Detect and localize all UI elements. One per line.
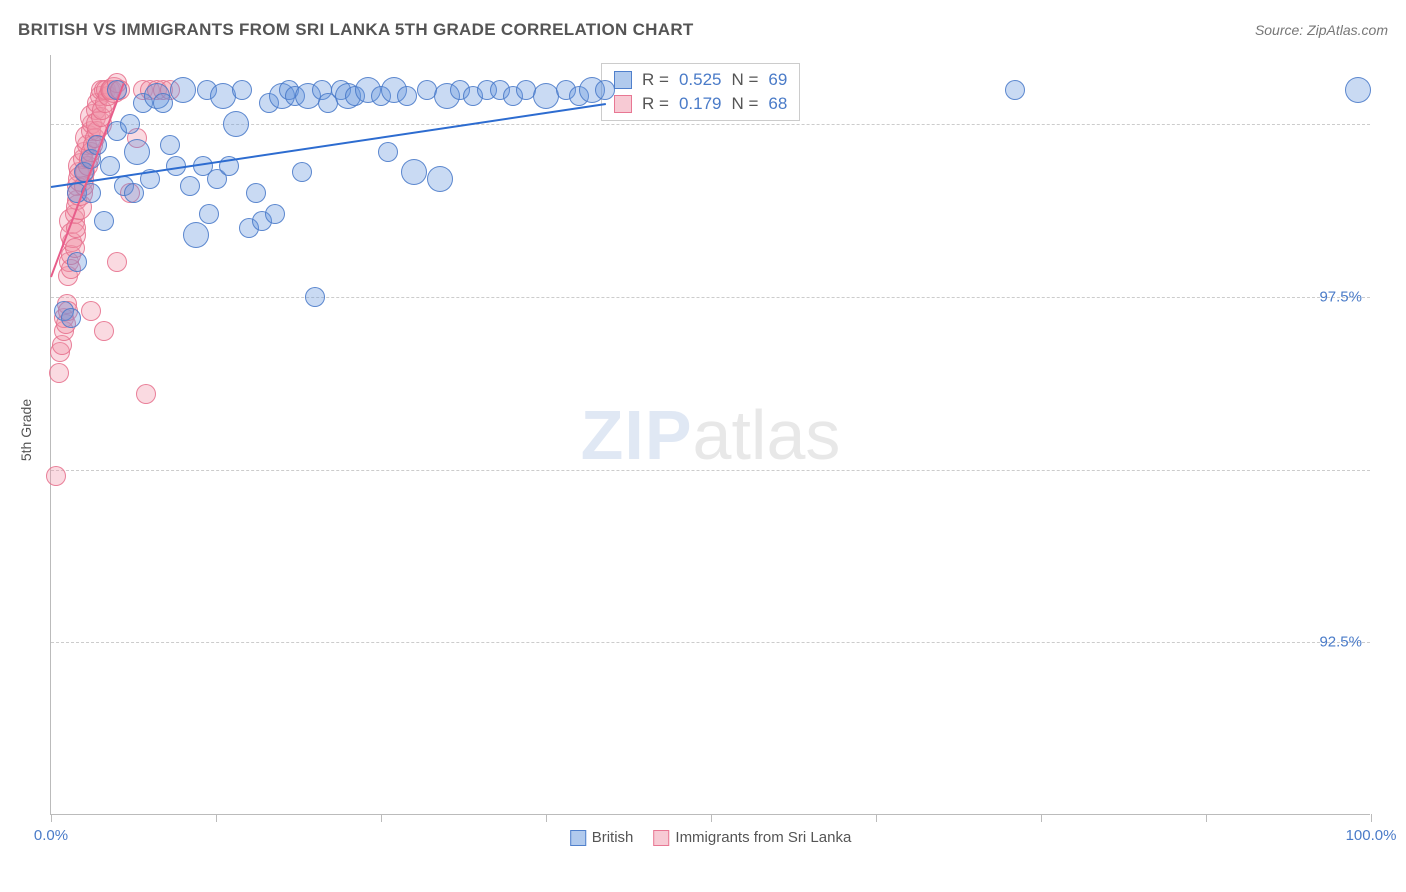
x-tick	[51, 814, 52, 822]
bottom-legend: British Immigrants from Sri Lanka	[570, 829, 852, 846]
marker-pink	[94, 321, 114, 341]
marker-blue	[397, 86, 417, 106]
marker-blue	[160, 135, 180, 155]
title-bar: BRITISH VS IMMIGRANTS FROM SRI LANKA 5TH…	[18, 20, 1388, 40]
marker-pink	[136, 384, 156, 404]
marker-blue	[183, 222, 209, 248]
stats-n-label: N =	[731, 70, 758, 90]
marker-pink	[49, 363, 69, 383]
marker-blue	[401, 159, 427, 185]
marker-pink	[107, 252, 127, 272]
marker-blue	[61, 308, 81, 328]
marker-blue	[1345, 77, 1371, 103]
gridline-h	[51, 124, 1370, 125]
stats-n-pink: 68	[768, 94, 787, 114]
marker-blue	[100, 156, 120, 176]
legend-swatch-pink	[614, 95, 632, 113]
legend-swatch-blue	[570, 830, 586, 846]
gridline-h	[51, 297, 1370, 298]
marker-blue	[120, 114, 140, 134]
stats-r-label: R =	[642, 94, 669, 114]
marker-blue	[265, 204, 285, 224]
marker-blue	[427, 166, 453, 192]
legend-swatch-blue	[614, 71, 632, 89]
legend-swatch-pink	[653, 830, 669, 846]
y-tick-label: 97.5%	[1319, 288, 1362, 305]
marker-blue	[378, 142, 398, 162]
legend-label-british: British	[592, 829, 634, 846]
x-tick	[216, 814, 217, 822]
marker-blue	[124, 183, 144, 203]
marker-blue	[67, 252, 87, 272]
x-tick	[546, 814, 547, 822]
marker-pink	[46, 466, 66, 486]
x-tick	[876, 814, 877, 822]
watermark-atlas: atlas	[693, 396, 841, 474]
marker-blue	[94, 211, 114, 231]
source-label: Source: ZipAtlas.com	[1255, 22, 1388, 38]
legend-label-srilanka: Immigrants from Sri Lanka	[675, 829, 851, 846]
chart-title: BRITISH VS IMMIGRANTS FROM SRI LANKA 5TH…	[18, 20, 694, 40]
marker-blue	[153, 93, 173, 113]
gridline-h	[51, 470, 1370, 471]
marker-blue	[124, 139, 150, 165]
marker-blue	[199, 204, 219, 224]
x-tick	[1371, 814, 1372, 822]
gridline-h	[51, 642, 1370, 643]
plot-area: ZIPatlas R = 0.525 N = 69 R = 0.179 N = …	[50, 55, 1370, 815]
marker-blue	[246, 183, 266, 203]
legend-item-srilanka: Immigrants from Sri Lanka	[653, 829, 851, 846]
x-tick-label: 100.0%	[1346, 827, 1397, 844]
marker-pink	[81, 301, 101, 321]
marker-blue	[305, 287, 325, 307]
marker-blue	[292, 162, 312, 182]
marker-blue	[1005, 80, 1025, 100]
x-tick-label: 0.0%	[34, 827, 68, 844]
y-tick-label: 92.5%	[1319, 634, 1362, 651]
x-tick	[1206, 814, 1207, 822]
y-axis-title: 5th Grade	[18, 399, 34, 461]
x-tick	[381, 814, 382, 822]
x-tick	[711, 814, 712, 822]
watermark-zip: ZIP	[581, 396, 693, 474]
marker-blue	[223, 111, 249, 137]
x-tick	[1041, 814, 1042, 822]
marker-blue	[232, 80, 252, 100]
stats-r-blue: 0.525	[679, 70, 722, 90]
stats-legend-box: R = 0.525 N = 69 R = 0.179 N = 68	[601, 63, 800, 121]
stats-r-label: R =	[642, 70, 669, 90]
stats-r-pink: 0.179	[679, 94, 722, 114]
marker-blue	[180, 176, 200, 196]
stats-n-blue: 69	[768, 70, 787, 90]
watermark: ZIPatlas	[581, 395, 841, 475]
legend-item-british: British	[570, 829, 634, 846]
stats-n-label: N =	[731, 94, 758, 114]
marker-blue	[595, 80, 615, 100]
marker-blue	[170, 77, 196, 103]
